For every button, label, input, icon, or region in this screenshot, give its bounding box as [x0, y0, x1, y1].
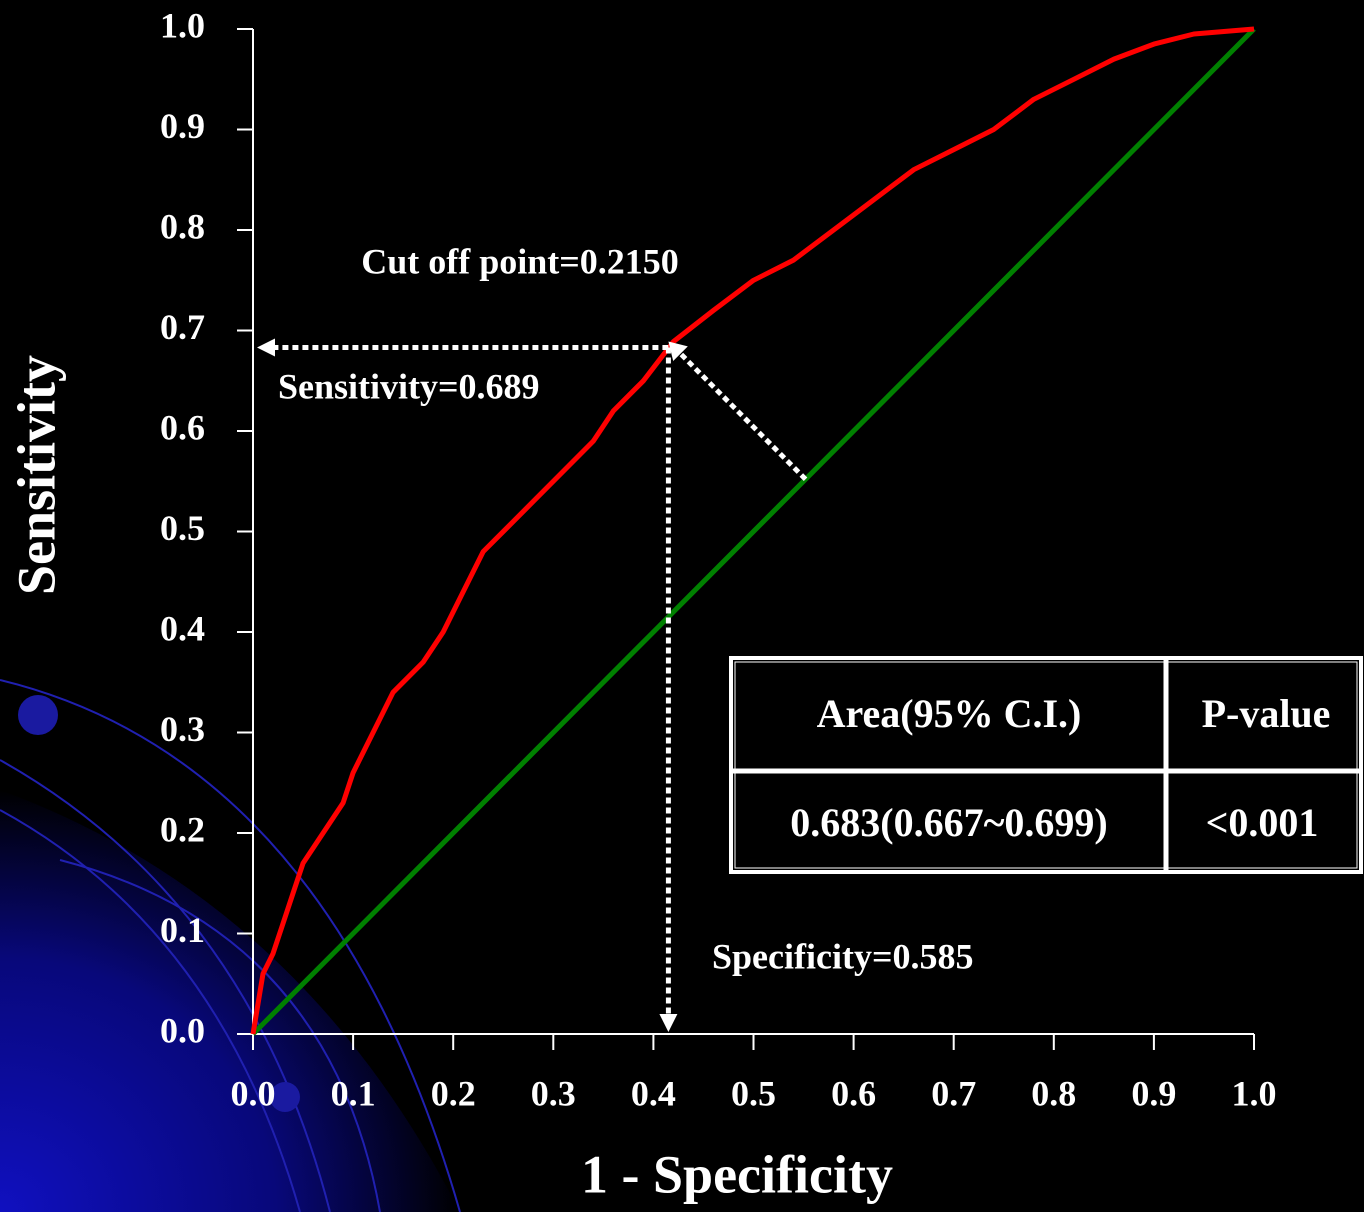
x-tick-label: 0.9 [1131, 1073, 1176, 1113]
annotation: Sensitivity=0.689 [278, 366, 540, 406]
x-tick-label: 0.8 [1031, 1073, 1076, 1113]
y-tick-label: 0.7 [160, 307, 205, 347]
annotation: Cut off point=0.2150 [361, 241, 679, 281]
y-tick-label: 1.0 [160, 5, 205, 45]
x-tick-label: 0.2 [431, 1073, 476, 1113]
x-tick-label: 0.4 [631, 1073, 676, 1113]
annotation: Specificity=0.585 [712, 936, 973, 976]
arrow-head [659, 1014, 677, 1032]
table-cell: 0.683(0.667~0.699) [790, 800, 1107, 845]
x-axis-title: 1 - Specificity [581, 1144, 893, 1204]
series-line [253, 29, 1254, 1034]
y-tick-label: 0.2 [160, 809, 205, 849]
stats-table: Area(95% C.I.) P-value 0.683(0.667~0.699… [731, 658, 1361, 872]
x-tick-label: 0.7 [931, 1073, 976, 1113]
y-tick-label: 0.3 [160, 709, 205, 749]
y-tick-label: 0.8 [160, 206, 205, 246]
x-tick-label: 0.3 [531, 1073, 576, 1113]
chart: Sensitivity 1 - Specificity Cut off poin… [0, 0, 1364, 1212]
y-tick-label: 0.9 [160, 106, 205, 146]
y-tick-label: 0.4 [160, 608, 205, 648]
y-tick-label: 0.0 [160, 1010, 205, 1050]
y-axis-title: Sensitivity [6, 355, 66, 595]
y-tick-label: 0.6 [160, 407, 205, 447]
y-tick-label: 0.1 [160, 910, 205, 950]
x-tick-label: 0.5 [731, 1073, 776, 1113]
x-tick-label: 0.0 [231, 1073, 276, 1113]
x-tick-label: 0.1 [331, 1073, 376, 1113]
x-tick-label: 0.6 [831, 1073, 876, 1113]
background-decoration [0, 680, 460, 1212]
table-header: P-value [1202, 691, 1331, 736]
y-tick-label: 0.5 [160, 508, 205, 548]
distance-guide [678, 351, 805, 479]
table-cell: <0.001 [1206, 800, 1319, 845]
table-header: Area(95% C.I.) [817, 691, 1082, 736]
x-tick-label: 1.0 [1232, 1073, 1277, 1113]
arrow-head [257, 339, 275, 357]
